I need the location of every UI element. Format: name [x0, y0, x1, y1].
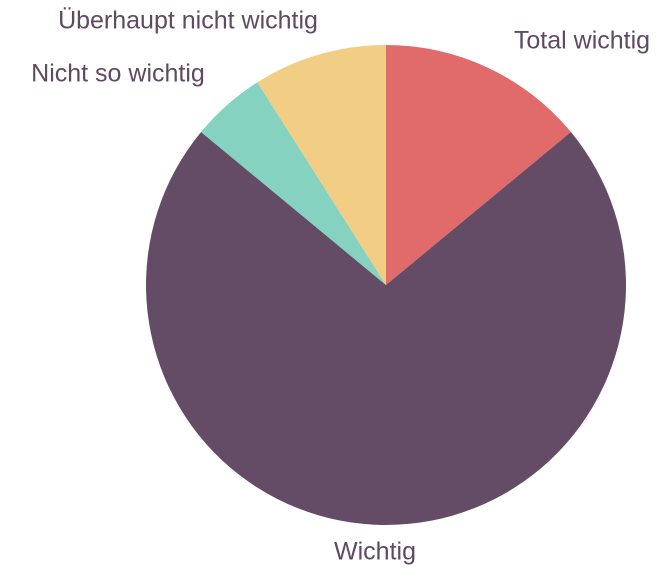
- slice-label: Total wichtig: [514, 27, 650, 55]
- slice-label: Nicht so wichtig: [31, 60, 205, 88]
- slice-label: Überhaupt nicht wichtig: [58, 7, 318, 35]
- pie-slice: [257, 45, 386, 285]
- pie-slice: [146, 132, 626, 525]
- slice-label: Wichtig: [334, 538, 416, 566]
- pie-slice: [201, 82, 386, 285]
- pie-slice: [386, 45, 571, 285]
